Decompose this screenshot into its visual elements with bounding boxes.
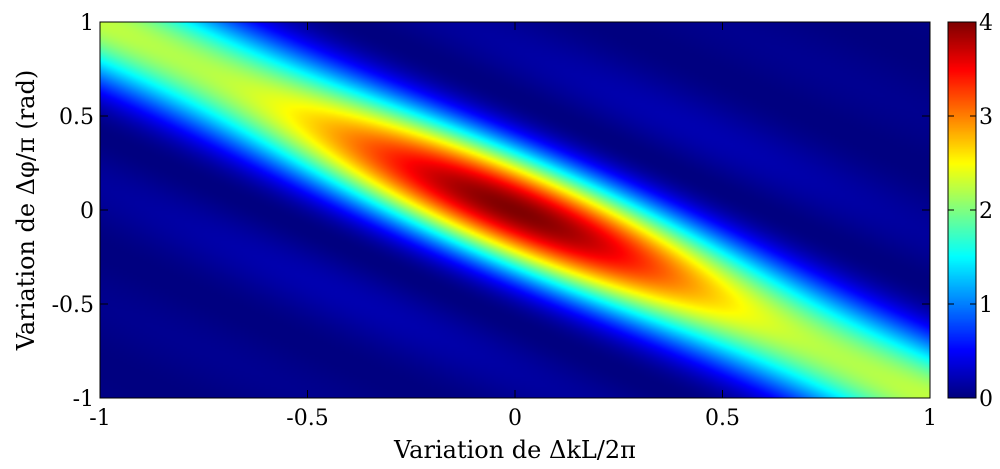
x-axis-label: Variation de ΔkL/2π [393, 436, 636, 464]
colorbar-tick-label: 4 [979, 11, 993, 36]
ticks-group: -1 -0.5 0 0.5 1 1 0.5 0 -0.5 -1 4 3 2 1 0 [52, 11, 993, 431]
y-tick-label: -1 [73, 387, 94, 412]
x-tick-label: -0.5 [286, 406, 328, 431]
heatmap-plot-area [100, 22, 930, 398]
x-tick-label: 1 [923, 406, 937, 431]
x-tick-label: -1 [89, 406, 110, 431]
colorbar-tick-label: 0 [979, 387, 993, 412]
y-tick-label: 0 [80, 199, 94, 224]
y-tick-label: 1 [80, 11, 94, 36]
colorbar-tick-label: 3 [979, 105, 993, 130]
y-axis-label: Variation de Δφ/π (rad) [12, 70, 40, 351]
x-tick-label: 0 [508, 406, 522, 431]
y-tick-label: 0.5 [59, 105, 94, 130]
x-tick-label: 0.5 [705, 406, 740, 431]
colorbar-tick-label: 1 [979, 293, 993, 318]
colorbar-tick-label: 2 [979, 199, 993, 224]
y-tick-label: -0.5 [52, 293, 94, 318]
